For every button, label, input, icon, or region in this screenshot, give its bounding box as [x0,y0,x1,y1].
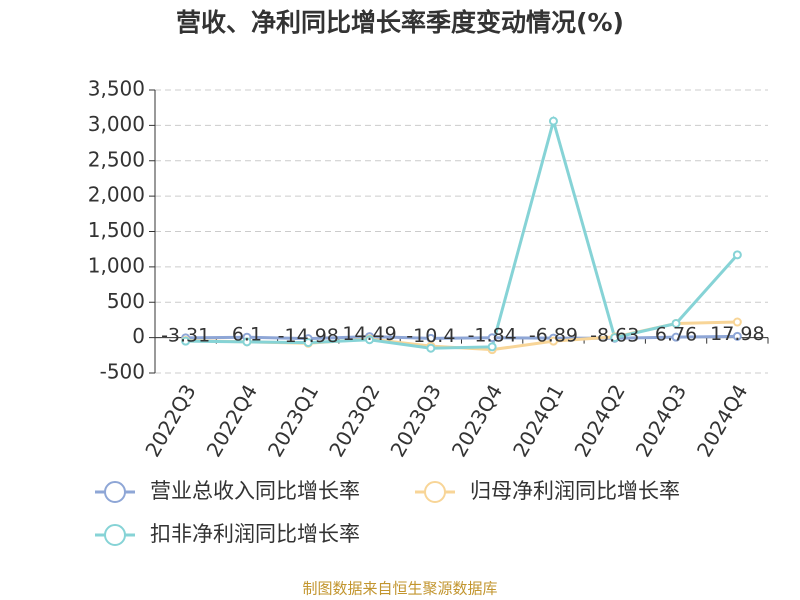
data-point [732,317,742,327]
series-line [185,334,738,341]
data-point [548,116,558,126]
legend-label: 营业总收入同比增长率 [150,479,360,503]
x-tick-label: 2023Q2 [324,380,384,461]
chart-title: 营收、净利同比增长率季度变动情况(%) [176,8,624,37]
x-tick-label: 2023Q4 [447,380,507,461]
x-tick-label: 2023Q3 [385,380,445,461]
y-tick-label: 2,000 [88,183,145,207]
data-label: -10.4 [406,325,455,347]
data-point [303,338,313,348]
y-tick-label: 1,500 [88,218,145,242]
data-point [671,318,681,328]
source-note: 制图数据来自恒生聚源数据库 [302,580,497,598]
data-label: -1.84 [468,324,517,346]
x-tick-label: 2024Q3 [631,380,691,461]
data-label: 6.76 [655,324,697,346]
legend-label: 扣非净利润同比增长率 [150,522,360,546]
data-label: 6.1 [232,324,262,346]
y-tick-label: 3,000 [88,112,145,136]
data-point [487,333,497,343]
data-point [610,333,620,343]
data-point [732,331,742,341]
legend-marker [104,481,126,503]
data-point [242,337,252,347]
data-label: -14.98 [278,325,339,347]
data-label: -3.31 [161,324,210,346]
y-tick-label: 500 [107,289,145,313]
data-label: -6.89 [529,325,578,347]
legend-label: 归母净利润同比增长率 [470,479,680,503]
x-tick-label: 2024Q1 [508,380,568,461]
y-tick-label: -500 [100,360,145,384]
legend-marker [104,524,126,546]
series-line [185,115,739,350]
y-tick-label: 2,500 [88,147,145,171]
data-point [548,336,558,346]
x-tick-label: 2022Q4 [202,380,262,461]
data-label: 17.98 [710,323,764,345]
data-point [487,342,497,352]
x-tick-label: 2022Q3 [140,380,200,461]
y-tick-label: 3,500 [88,77,145,101]
x-tick-label: 2023Q1 [263,380,323,461]
data-point [671,332,681,342]
data-point [181,336,191,346]
data-point [365,335,375,345]
data-label: -8.63 [590,325,639,347]
legend-marker [424,481,446,503]
x-tick-label: 2024Q4 [692,380,752,461]
data-point [732,250,742,260]
data-label: 14.49 [342,323,396,345]
data-point [426,343,436,353]
y-tick-label: 1,000 [88,253,145,277]
x-tick-label: 2024Q2 [569,380,629,461]
y-tick-label: 0 [132,324,145,348]
